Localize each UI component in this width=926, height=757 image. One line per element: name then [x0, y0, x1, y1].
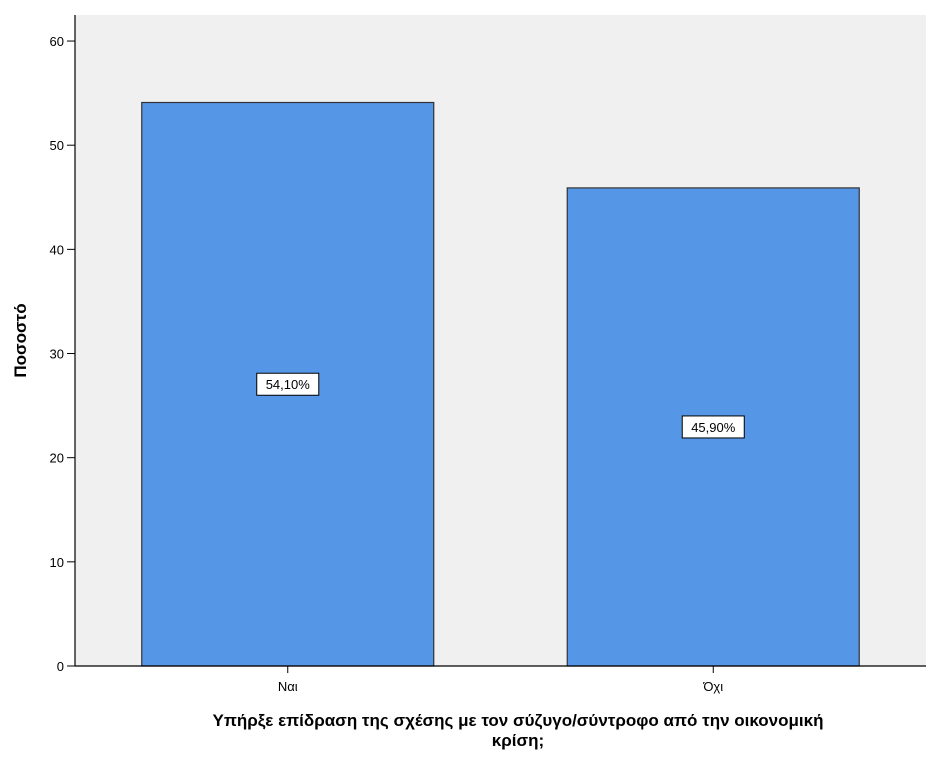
data-label-0: 54,10%	[256, 372, 320, 396]
x-axis-ticks: Ναι Όχι	[278, 666, 723, 694]
x-axis-title-line-1: Υπήρξε επίδραση της σχέσης με τον σύζυγο…	[212, 711, 823, 730]
data-label-text: 45,90%	[691, 420, 736, 435]
y-axis-title: Ποσοστό	[11, 303, 30, 377]
y-tick-label: 30	[50, 347, 64, 362]
y-tick-label: 40	[50, 242, 64, 257]
y-tick-label: 20	[50, 451, 64, 466]
data-label-box	[681, 415, 745, 439]
y-tick-label: 60	[50, 34, 64, 49]
data-label-text: 54,10%	[266, 377, 311, 392]
x-tick-label-0: Ναι	[278, 679, 298, 694]
y-axis-ticks: 0 10 20 30 40 50 60	[50, 34, 75, 674]
y-tick-label: 0	[57, 659, 64, 674]
y-tick-label: 50	[50, 138, 64, 153]
x-axis-title-line-2: κρίση;	[492, 731, 544, 750]
data-label-1: 45,90%	[681, 415, 745, 439]
bars-group: 54,10% 45,90%	[141, 101, 860, 667]
y-tick-label: 10	[50, 555, 64, 570]
data-label-box	[256, 372, 320, 396]
x-tick-label-1: Όχι	[702, 679, 723, 694]
